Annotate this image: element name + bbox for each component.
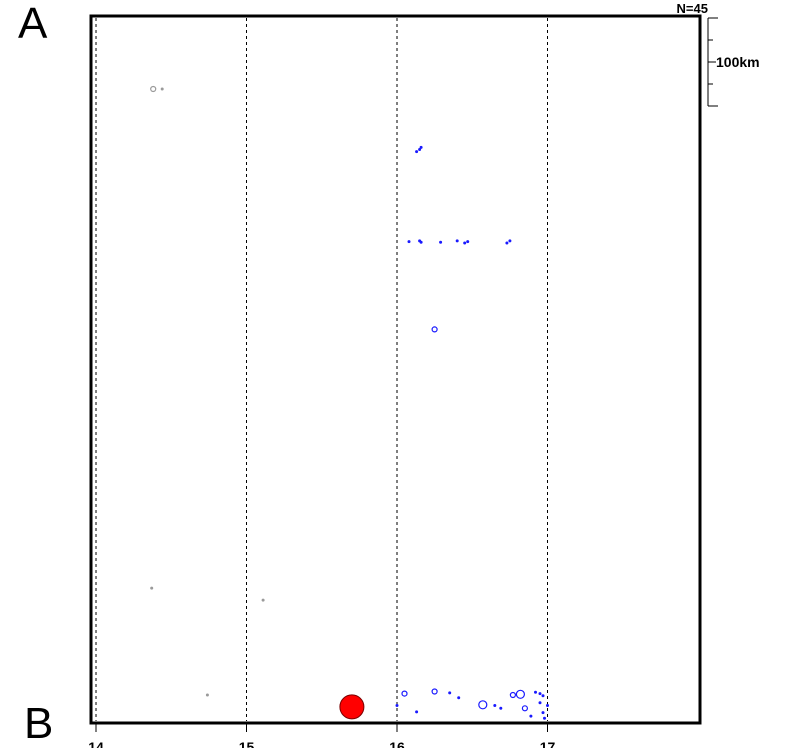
scale-bar: 100km <box>707 17 760 107</box>
blue-event-marker <box>401 690 408 697</box>
blue-event-marker <box>455 239 459 243</box>
plot-frame <box>89 14 702 725</box>
x-tick-label-14: 14 <box>88 739 104 748</box>
blue-event-marker <box>415 710 419 714</box>
gray-event-marker <box>150 85 157 93</box>
x-axis-ticks: 14 15 16 17 <box>88 724 555 748</box>
blue-event-marker <box>509 691 517 699</box>
x-tick-label-16: 16 <box>389 739 405 748</box>
grid-lines <box>95 18 549 721</box>
gray-event-marker <box>150 586 154 590</box>
event-markers <box>150 85 549 720</box>
blue-event-marker <box>493 704 497 707</box>
panel-label-a: A <box>18 0 48 48</box>
blue-event-marker <box>543 716 546 720</box>
blue-event-marker <box>505 241 509 245</box>
scale-bar-label: 100km <box>716 54 760 70</box>
event-count-label: N=45 <box>677 1 708 16</box>
blue-event-marker <box>419 145 423 149</box>
blue-event-marker <box>541 711 545 715</box>
main-event-marker <box>339 694 365 720</box>
blue-event-marker <box>541 694 545 698</box>
gray-event-marker <box>160 87 164 91</box>
blue-event-marker <box>419 240 423 244</box>
blue-event-marker <box>463 241 467 245</box>
gray-event-marker <box>205 693 209 697</box>
blue-event-marker <box>407 240 411 244</box>
blue-event-marker <box>478 700 488 710</box>
blue-event-marker <box>395 704 399 707</box>
x-tick-label-17: 17 <box>540 739 556 748</box>
blue-event-marker <box>448 691 452 695</box>
blue-event-marker <box>538 692 542 696</box>
blue-event-marker <box>466 240 470 244</box>
blue-event-marker <box>431 688 438 695</box>
blue-event-marker <box>499 706 503 710</box>
x-tick-label-15: 15 <box>239 739 255 748</box>
blue-event-marker <box>508 239 512 243</box>
blue-event-marker <box>515 689 526 699</box>
blue-event-marker <box>415 150 419 154</box>
blue-event-marker <box>534 690 537 694</box>
blue-event-marker <box>538 701 542 705</box>
blue-event-marker <box>521 705 529 712</box>
gray-event-marker <box>261 598 265 602</box>
blue-event-marker <box>439 240 443 244</box>
blue-event-marker <box>418 148 422 151</box>
blue-event-marker <box>457 696 461 700</box>
blue-event-marker <box>546 704 549 707</box>
panel-label-b: B <box>24 699 54 748</box>
blue-event-marker <box>431 326 438 333</box>
blue-event-marker <box>529 714 533 718</box>
